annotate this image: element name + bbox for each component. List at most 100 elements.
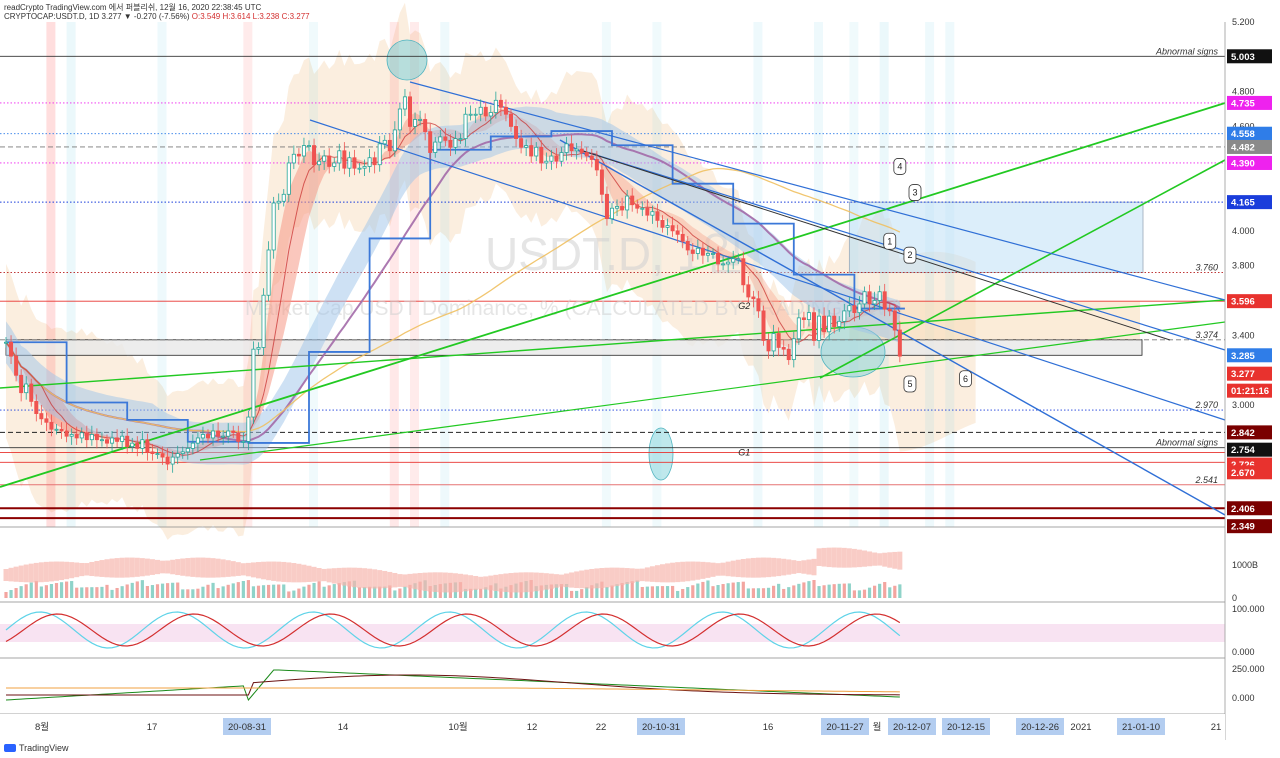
candle-body: [332, 162, 337, 167]
volume-bar: [499, 588, 503, 598]
candle-body: [862, 291, 867, 305]
price-label-bg: [1227, 366, 1272, 381]
volume-band: [639, 568, 645, 582]
candle-body: [352, 157, 357, 169]
trend-lines: [0, 81, 1226, 516]
volume-bar: [867, 587, 872, 598]
volume-bar: [130, 582, 134, 598]
volume-band: [306, 565, 312, 583]
volume-band: [740, 559, 746, 578]
volume-band: [377, 570, 383, 589]
volume-bar: [625, 582, 629, 598]
resistance-box: [848, 201, 1144, 274]
candle-body: [296, 153, 301, 157]
volume-bar: [160, 583, 165, 598]
volume-band: [230, 561, 236, 577]
volume-bar: [65, 581, 69, 598]
candle-body: [382, 139, 387, 145]
volume-bar: [251, 586, 256, 598]
price-label-bg: [1227, 465, 1272, 480]
price-label-text: 01:21:16: [1231, 386, 1269, 397]
candle-body: [74, 434, 79, 439]
volume-band: [170, 559, 176, 575]
callout-number: 6: [963, 374, 968, 384]
candle-body: [741, 258, 746, 286]
volume-band: [155, 559, 160, 575]
candle-body: [407, 96, 412, 127]
candle-body: [544, 160, 549, 164]
volume-bar: [504, 586, 508, 598]
candle-body: [84, 432, 89, 441]
volume-bar: [691, 585, 695, 598]
price-label-text: 4.735: [1231, 98, 1255, 109]
candle-body: [261, 294, 266, 348]
candle-body: [327, 155, 332, 167]
candle-body: [190, 442, 195, 449]
volume-band: [660, 564, 665, 583]
volume-band: [99, 560, 105, 577]
volume-bar: [862, 589, 867, 598]
volume-band: [69, 562, 75, 579]
volume-bar: [777, 583, 781, 598]
candle-body: [59, 428, 64, 432]
volume-band: [38, 562, 44, 583]
volume-band: [195, 557, 201, 578]
candle-body: [817, 315, 822, 341]
candle-body: [175, 453, 180, 458]
volume-bar: [655, 586, 660, 598]
signal-band: [309, 22, 318, 527]
signal-band: [66, 22, 76, 527]
candle-body: [236, 432, 241, 442]
volume-bar: [615, 584, 619, 598]
volume-bar: [216, 588, 220, 598]
volume-bar: [327, 585, 331, 598]
volume-bar: [378, 586, 382, 598]
candle-body: [746, 284, 751, 298]
volume-bar: [14, 588, 18, 598]
symbol-ohlc-line: CRYPTOCAP:USDT.D, 1D 3.277 ▼ -0.270 (-7.…: [4, 12, 310, 21]
signal-band: [879, 22, 889, 527]
volume-band: [240, 563, 246, 576]
volume-band: [175, 559, 181, 576]
candle-body: [897, 329, 902, 357]
signal-band: [46, 22, 56, 527]
volume-band: [695, 561, 701, 580]
volume-band: [755, 557, 761, 578]
candle-body: [655, 211, 660, 221]
callout-marker: 1: [883, 232, 897, 250]
callout-number: 5: [907, 379, 912, 389]
volume-bar: [766, 587, 771, 598]
candle-body: [468, 113, 473, 116]
volume-band: [59, 561, 65, 581]
lower-indicator-panes: [0, 526, 1280, 715]
volume-band: [478, 576, 484, 590]
candle-body: [554, 155, 559, 162]
downtrend-c: [559, 139, 1226, 516]
pane-tick: 1000B: [1232, 560, 1258, 570]
candle-body: [448, 139, 453, 148]
volume-band: [589, 568, 595, 589]
candle-body: [756, 298, 761, 312]
volume-band: [3, 569, 9, 581]
volume-band: [750, 557, 756, 578]
price-label-text: 4.482: [1231, 142, 1255, 153]
volume-bar: [469, 588, 473, 598]
volume-band: [882, 552, 888, 567]
volume-bar: [34, 580, 38, 598]
candle-body: [736, 258, 741, 261]
volume-bar: [393, 590, 397, 598]
downtrend-d: [579, 149, 1226, 351]
volume-bar: [681, 588, 685, 598]
symbol-name[interactable]: CRYPTOCAP:USDT.D, 1D: [4, 12, 100, 21]
candle-body: [54, 428, 59, 431]
volume-band: [654, 565, 660, 583]
volume-bar: [832, 584, 836, 598]
price-label: 4.390: [1227, 155, 1272, 170]
volume-bar: [686, 587, 690, 598]
volume-bar: [489, 585, 493, 598]
volume-bar: [403, 586, 407, 598]
candle-body: [99, 439, 104, 442]
callout-marker: 6: [959, 370, 972, 388]
volume-bar: [352, 580, 357, 598]
